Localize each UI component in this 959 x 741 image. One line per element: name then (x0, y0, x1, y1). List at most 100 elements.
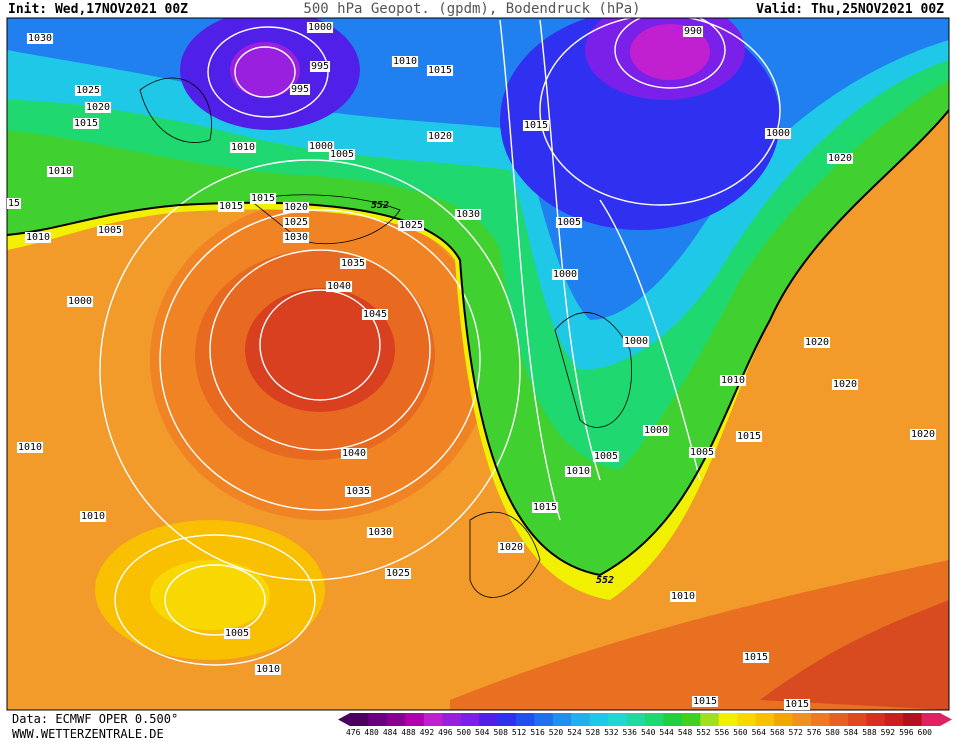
colorbar-swatch (663, 713, 683, 726)
isobar-label-box (24, 232, 52, 243)
colorbar-swatch (866, 713, 886, 726)
isobar-label: 1005 (330, 149, 354, 160)
isobar-label: 995 (311, 61, 329, 72)
colorbar-swatch (810, 713, 830, 726)
colorbar-label: 500 (457, 728, 472, 737)
colorbar-swatch (608, 713, 628, 726)
colorbar-label: 596 (899, 728, 914, 737)
isobar-label: 1020 (805, 337, 829, 348)
isobar-label: 1020 (911, 429, 935, 440)
colorbar-label: 512 (512, 728, 527, 737)
map-title: 500 hPa Geopot. (gpdm), Bodendruck (hPa) (303, 1, 640, 17)
colorbar-swatch (645, 713, 664, 726)
isobar-label-box (642, 425, 670, 436)
colorbar-label: 536 (623, 728, 638, 737)
isobar-label: 1015 (693, 696, 717, 707)
colorbar-swatch (700, 713, 720, 726)
colorbar-label: 560 (733, 728, 748, 737)
isobar-label-box (669, 591, 697, 602)
colorbar-arrow-right (940, 713, 952, 726)
colorbar-swatch (774, 713, 793, 726)
geopotential-label: 552 (371, 200, 389, 211)
isobar-label-box (564, 466, 592, 477)
isobar-label: 1015 (744, 652, 768, 663)
colorbar-swatch (903, 713, 923, 726)
isobar-label-box (217, 201, 245, 212)
isobar-label: 1040 (342, 448, 366, 459)
isobar-label: 1035 (346, 486, 370, 497)
isobar-label-box (384, 568, 412, 579)
map-field (7, 18, 949, 710)
isobar-label-box (328, 149, 356, 160)
colorbar-label: 504 (475, 728, 490, 737)
isobar-label: 1020 (828, 153, 852, 164)
isobar-label: 1035 (341, 258, 365, 269)
isobar-label: 1030 (284, 232, 308, 243)
isobar-label: 1015 (428, 65, 452, 76)
isobar-label: 990 (684, 26, 702, 37)
isobar-label-box (229, 142, 257, 153)
isobar-label: 1000 (308, 22, 332, 33)
isobar-label: 1000 (766, 128, 790, 139)
isobar-label: 1025 (76, 85, 100, 96)
colorbar-label: 516 (530, 728, 545, 737)
colorbar-swatch (350, 713, 369, 726)
isobar-label-box (426, 131, 454, 142)
isobar-label: 1000 (624, 336, 648, 347)
isobar-label-box (74, 85, 102, 96)
colorbar-label: 520 (549, 728, 564, 737)
colorbar-swatch (479, 713, 498, 726)
isobar-label: 1020 (499, 542, 523, 553)
isobar-label: 1005 (594, 451, 618, 462)
colorbar-swatch (460, 713, 480, 726)
colorbar-label: 476 (346, 728, 361, 737)
isobar-label: 1015 (785, 699, 809, 710)
isobar-label-box (84, 102, 112, 113)
isobar-label: 1005 (557, 217, 581, 228)
isobar-label-box (254, 664, 282, 675)
isobar-label-box (764, 128, 792, 139)
colorbar-swatch (515, 713, 535, 726)
colorbar-label: 528 (586, 728, 601, 737)
colorbar-swatch (497, 713, 517, 726)
isobar-label-box (344, 486, 372, 497)
website: WWW.WETTERZENTRALE.DE (12, 727, 164, 741)
isobar-label: 1000 (68, 296, 92, 307)
isobar-label: 1000 (309, 141, 333, 152)
colorbar-swatch (921, 713, 941, 726)
isobar-label-box (307, 141, 335, 152)
isobar-label-box (531, 502, 559, 513)
isobar-label-box (282, 217, 310, 228)
isobar-label-box (742, 652, 770, 663)
colorbar-label: 564 (752, 728, 767, 737)
colorbar-swatch (847, 713, 867, 726)
isobar-label: 1010 (256, 664, 280, 675)
colorbar-swatch (737, 713, 757, 726)
isobar-label: 1020 (833, 379, 857, 390)
colorbar-label: 600 (918, 728, 933, 737)
isobar-label: 1010 (231, 142, 255, 153)
colorbar-label: 588 (862, 728, 877, 737)
colorbar-label: 496 (438, 728, 453, 737)
isobar-label-box (26, 33, 54, 44)
map-frame (6, 17, 950, 711)
colorbar-swatch (792, 713, 812, 726)
isobar-label: 1015 (219, 201, 243, 212)
isobar-label-box (282, 202, 310, 213)
isobar-label-box (497, 542, 525, 553)
colorbar-label: 544 (659, 728, 674, 737)
colorbar-label: 568 (770, 728, 785, 737)
isobar-label: 1030 (456, 209, 480, 220)
isobar-label-box (826, 153, 854, 164)
colorbar-label: 508 (493, 728, 508, 737)
data-source: Data: ECMWF OPER 0.500° (12, 712, 178, 726)
isobar-label-box (72, 118, 100, 129)
colorbar-label: 540 (641, 728, 656, 737)
isobar-label-box (691, 696, 719, 707)
colorbar-label: 484 (383, 728, 398, 737)
isobar-label-box (803, 337, 831, 348)
isobar-label: 1010 (26, 232, 50, 243)
isobar-label-box (289, 84, 311, 95)
isobar-label: 995 (291, 84, 309, 95)
